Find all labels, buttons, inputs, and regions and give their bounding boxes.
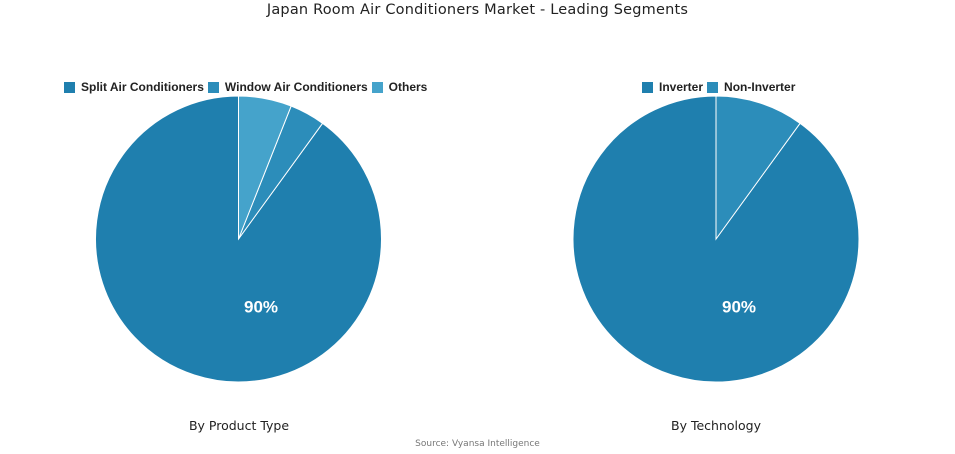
legend-swatch-others [371,81,383,93]
pie-product-type: 90% [95,95,382,383]
chart-title: Japan Room Air Conditioners Market - Lea… [266,2,689,18]
pie-slice-non-inverter [715,95,801,241]
legend-label-split: Split Air Conditioners [81,80,204,94]
legend-technology: Inverter Non-Inverter [642,80,799,94]
legend-label-inverter: Inverter [659,80,704,94]
subtitle-technology: By Technology [671,418,761,433]
legend-label-window: Window Air Conditioners [224,80,368,94]
legend-item-others: Others [371,80,428,94]
pie-slice-others [238,95,292,240]
data-label-split-air-conditioners: 90% [244,297,278,316]
pie-technology: 90% [572,95,860,383]
legend-item-inverter: Inverter [642,80,703,94]
legend-swatch-inverter [642,81,653,93]
legend-product-type: Split Air Conditioners Window Air Condit… [64,80,431,94]
legend-label-non-inverter: Non-Inverter [724,80,796,94]
legend-swatch-non-inverter [707,81,719,93]
legend-item-non-inverter: Non-Inverter [707,80,795,94]
legend-item-window: Window Air Conditioners [207,80,368,94]
source-note: Source: Vyansa Intelligence [415,439,540,449]
legend-swatch-window [207,81,219,93]
subtitle-product-type: By Product Type [188,418,290,433]
legend-label-others: Others [388,80,428,94]
legend-swatch-split [64,81,75,93]
data-label-inverter: 90% [722,297,756,316]
legend-item-split: Split Air Conditioners [64,80,204,94]
